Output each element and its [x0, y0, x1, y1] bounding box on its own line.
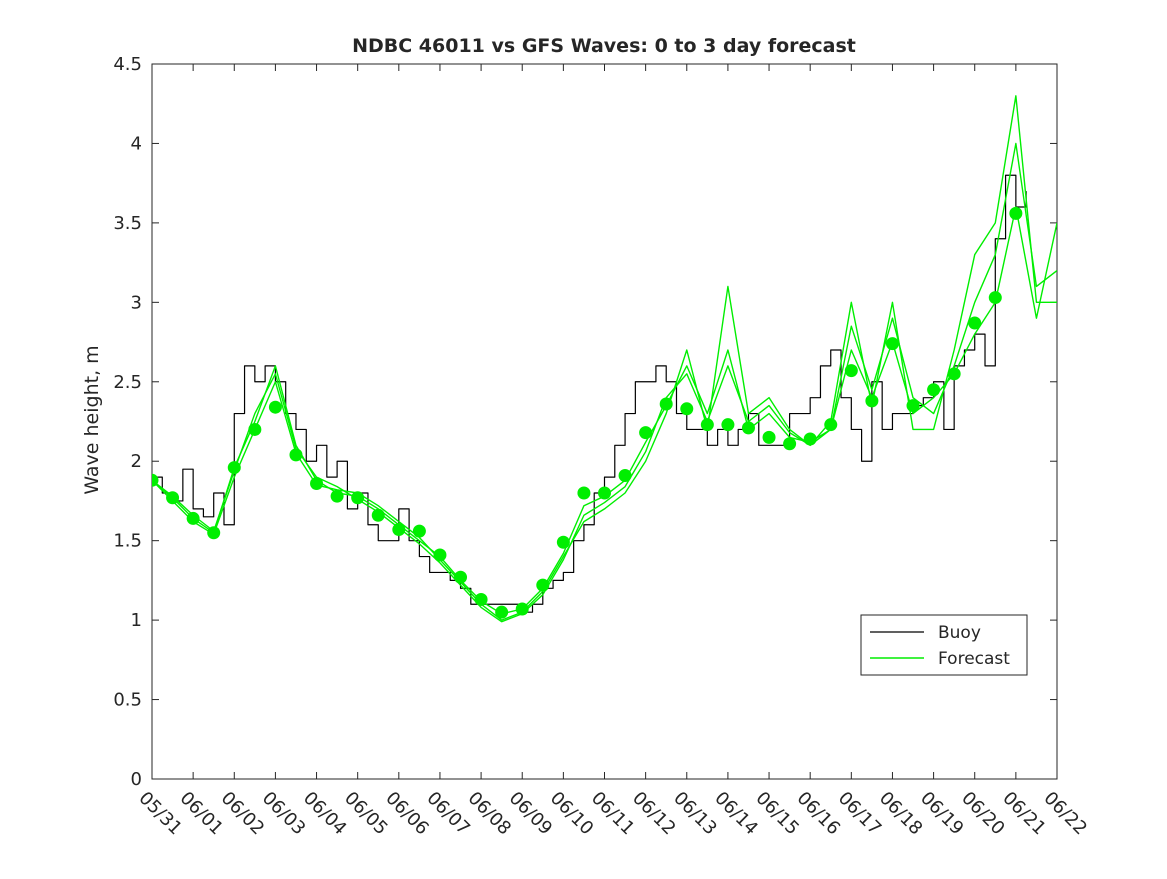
forecast-marker	[412, 524, 426, 538]
forecast-marker	[927, 383, 941, 397]
forecast-marker	[227, 461, 241, 475]
forecast-marker	[248, 422, 262, 436]
forecast-marker	[700, 418, 714, 432]
series-group	[152, 95, 1057, 623]
forecast-marker	[741, 421, 755, 435]
forecast-marker	[988, 291, 1002, 305]
y-axis-label: Wave height, m	[81, 345, 103, 494]
forecast-marker	[783, 437, 797, 451]
y-tick-label: 0	[131, 769, 142, 790]
forecast-marker	[495, 605, 509, 619]
forecast-marker	[680, 402, 694, 416]
forecast-marker	[515, 602, 529, 616]
forecast-marker	[392, 523, 406, 537]
forecast-marker	[152, 473, 159, 487]
forecast-marker	[556, 535, 570, 549]
forecast-marker	[844, 364, 858, 378]
y-tick-label: 1.5	[113, 531, 142, 552]
series-line-buoy	[152, 174, 1027, 613]
forecast-marker	[289, 448, 303, 462]
forecast-marker	[166, 491, 180, 505]
forecast-marker	[762, 430, 776, 444]
series-line-forecast-2	[152, 95, 1057, 621]
forecast-marker	[639, 426, 653, 440]
y-tick-label: 1	[131, 610, 142, 631]
y-tick-label: 3.5	[113, 213, 142, 234]
forecast-marker	[1009, 206, 1023, 220]
forecast-marker	[659, 397, 673, 411]
forecast-marker	[824, 418, 838, 432]
forecast-marker	[351, 491, 365, 505]
y-tick-label: 2	[131, 451, 142, 472]
forecast-marker	[947, 367, 961, 381]
forecast-marker	[577, 486, 591, 500]
forecast-marker	[598, 486, 611, 500]
forecast-marker	[885, 337, 899, 351]
forecast-marker	[474, 592, 488, 606]
legend-label-buoy: Buoy	[938, 623, 981, 643]
forecast-marker	[803, 432, 817, 446]
forecast-marker	[865, 394, 879, 408]
forecast-marker	[454, 570, 468, 584]
forecast-marker	[310, 476, 324, 490]
forecast-marker	[371, 508, 385, 522]
forecast-marker	[618, 469, 632, 483]
forecast-marker	[433, 548, 447, 562]
forecast-marker	[330, 489, 344, 503]
y-tick-label: 4	[131, 133, 142, 154]
legend-label-forecast: Forecast	[938, 649, 1010, 669]
forecast-marker	[968, 316, 982, 330]
y-tick-label: 0.5	[113, 690, 142, 711]
chart-title: NDBC 46011 vs GFS Waves: 0 to 3 day fore…	[352, 35, 856, 57]
forecast-marker	[536, 578, 550, 592]
forecast-marker	[186, 511, 200, 525]
y-tick-label: 3	[131, 292, 142, 313]
series-line-forecast-3	[152, 142, 1057, 623]
forecast-marker	[906, 399, 920, 413]
forecast-marker	[721, 418, 735, 432]
legend-box	[860, 614, 1028, 676]
y-tick-label: 2.5	[113, 372, 142, 393]
y-tick-label: 4.5	[113, 54, 142, 75]
forecast-marker	[268, 400, 282, 414]
forecast-marker	[207, 526, 221, 540]
